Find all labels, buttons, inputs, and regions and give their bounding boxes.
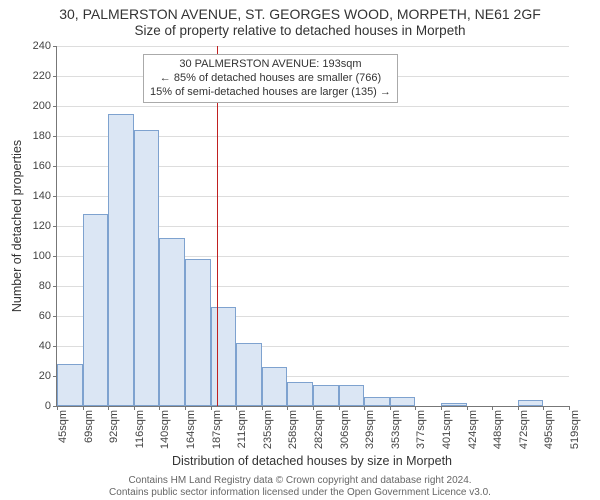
x-tick-label: 187sqm xyxy=(211,410,223,449)
x-tick-label: 329sqm xyxy=(364,410,376,449)
y-axis-label-text: Number of detached properties xyxy=(10,140,24,312)
x-tick-label: 140sqm xyxy=(159,410,171,449)
x-tick-label: 116sqm xyxy=(134,410,146,448)
y-tick-mark xyxy=(53,46,57,47)
y-tick-mark xyxy=(53,76,57,77)
x-tick-mark xyxy=(211,406,212,410)
x-tick-label: 353sqm xyxy=(390,410,402,449)
legend-line-2: ← 85% of detached houses are smaller (76… xyxy=(150,72,391,86)
footer-line-2: Contains public sector information licen… xyxy=(0,487,600,499)
y-tick-mark xyxy=(53,316,57,317)
x-tick-label: 401sqm xyxy=(441,410,453,449)
histogram-bar xyxy=(339,385,365,406)
histogram-bar xyxy=(159,238,185,406)
y-axis-label: Number of detached properties xyxy=(10,46,24,406)
histogram-bar xyxy=(108,114,134,407)
x-tick-mark xyxy=(518,406,519,410)
histogram-bar xyxy=(134,130,160,406)
legend-box: 30 PALMERSTON AVENUE: 193sqm ← 85% of de… xyxy=(143,54,398,103)
histogram-bar xyxy=(57,364,83,406)
x-tick-label: 519sqm xyxy=(569,410,581,449)
x-tick-mark xyxy=(415,406,416,410)
y-tick-mark xyxy=(53,256,57,257)
x-tick-mark xyxy=(390,406,391,410)
x-axis-label: Distribution of detached houses by size … xyxy=(56,454,568,468)
page-title-line2: Size of property relative to detached ho… xyxy=(0,22,600,39)
y-tick-mark xyxy=(53,106,57,107)
histogram-bar xyxy=(364,397,390,406)
x-tick-label: 235sqm xyxy=(262,410,274,449)
y-tick-mark xyxy=(53,196,57,197)
histogram-bar xyxy=(236,343,262,406)
x-tick-mark xyxy=(185,406,186,410)
x-tick-mark xyxy=(134,406,135,410)
x-tick-label: 69sqm xyxy=(83,410,95,443)
histogram-bar xyxy=(518,400,544,406)
y-tick-mark xyxy=(53,286,57,287)
x-tick-mark xyxy=(543,406,544,410)
y-tick-mark xyxy=(53,136,57,137)
histogram-bar xyxy=(83,214,109,406)
x-tick-mark xyxy=(159,406,160,410)
x-tick-label: 164sqm xyxy=(185,410,197,449)
x-tick-mark xyxy=(492,406,493,410)
x-tick-label: 424sqm xyxy=(467,410,479,449)
x-tick-mark xyxy=(569,406,570,410)
y-tick-mark xyxy=(53,226,57,227)
x-tick-mark xyxy=(287,406,288,410)
footer-line-1: Contains HM Land Registry data © Crown c… xyxy=(0,475,600,487)
x-tick-mark xyxy=(441,406,442,410)
gridline xyxy=(57,46,569,47)
x-tick-mark xyxy=(262,406,263,410)
histogram-bar xyxy=(313,385,339,406)
histogram-bar xyxy=(441,403,467,406)
x-tick-mark xyxy=(83,406,84,410)
x-tick-mark xyxy=(364,406,365,410)
histogram-bar xyxy=(262,367,288,406)
footer-attribution: Contains HM Land Registry data © Crown c… xyxy=(0,475,600,498)
legend-line-1: 30 PALMERSTON AVENUE: 193sqm xyxy=(150,58,391,72)
histogram-bar xyxy=(287,382,313,406)
x-tick-mark xyxy=(339,406,340,410)
x-tick-mark xyxy=(108,406,109,410)
x-tick-mark xyxy=(57,406,58,410)
x-tick-label: 377sqm xyxy=(415,410,427,449)
y-tick-mark xyxy=(53,346,57,347)
x-tick-label: 92sqm xyxy=(108,410,120,443)
x-tick-mark xyxy=(467,406,468,410)
histogram-bar xyxy=(390,397,416,406)
x-tick-mark xyxy=(236,406,237,410)
x-tick-label: 306sqm xyxy=(339,410,351,449)
histogram-bar xyxy=(185,259,211,406)
x-tick-mark xyxy=(313,406,314,410)
x-tick-label: 211sqm xyxy=(236,410,248,448)
y-tick-mark xyxy=(53,166,57,167)
x-tick-label: 258sqm xyxy=(287,410,299,449)
legend-line-3: 15% of semi-detached houses are larger (… xyxy=(150,86,391,100)
x-tick-label: 495sqm xyxy=(543,410,555,449)
x-tick-label: 472sqm xyxy=(518,410,530,449)
gridline xyxy=(57,106,569,107)
histogram-bar xyxy=(211,307,237,406)
x-tick-label: 45sqm xyxy=(57,410,69,443)
x-tick-label: 282sqm xyxy=(313,410,325,449)
x-tick-label: 448sqm xyxy=(492,410,504,449)
page-title-line1: 30, PALMERSTON AVENUE, ST. GEORGES WOOD,… xyxy=(0,0,600,22)
histogram-plot: 02040608010012014016018020022024045sqm69… xyxy=(56,46,569,407)
